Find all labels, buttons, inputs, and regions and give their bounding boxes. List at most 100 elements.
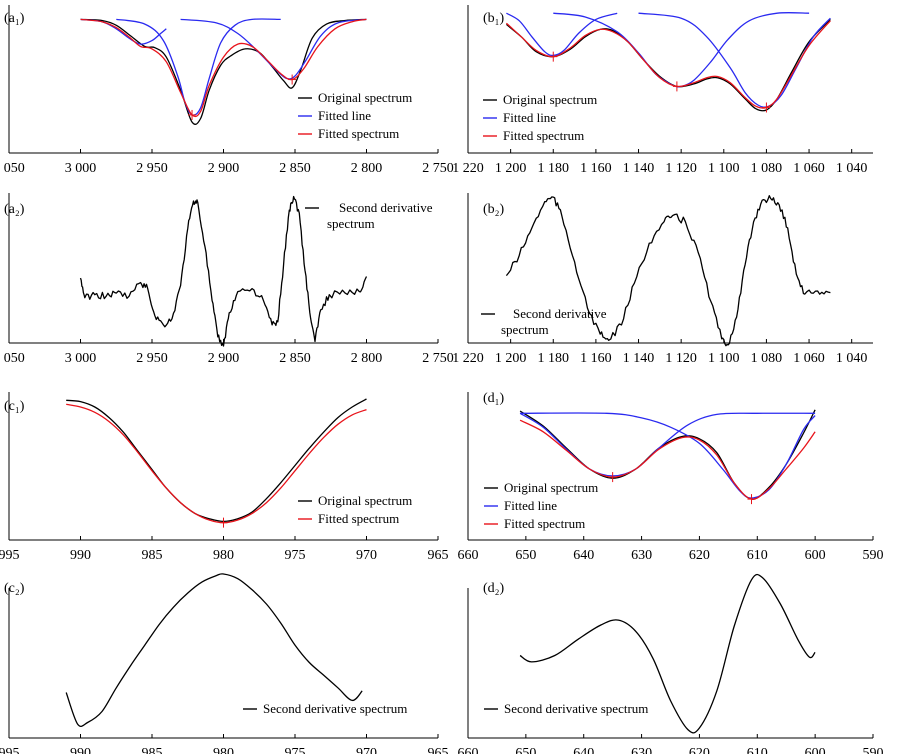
- panel-label: (c₁): [4, 399, 25, 414]
- x-tick-label: 965: [428, 746, 449, 754]
- x-tick-label: 1 180: [538, 351, 570, 366]
- x-tick-label: 2 850: [279, 161, 311, 176]
- x-tick-label: 2 800: [351, 351, 383, 366]
- x-tick-label: 990: [70, 746, 91, 754]
- x-tick-label: 2 750: [422, 161, 454, 176]
- series-line-blue: [180, 18, 367, 80]
- x-tick-label: 1 060: [793, 161, 825, 176]
- panel-b1: 1 220 1 200 1 180 1 160 1 140 1 120 1 100 1 080…: [452, 5, 873, 176]
- legend-label: Second derivative spectrum: [263, 701, 407, 716]
- panel-label: (a₁): [4, 11, 25, 26]
- x-tick-label: 590: [863, 548, 884, 563]
- legend-label: Second derivative: [513, 306, 607, 321]
- x-tick-label: 1 120: [665, 161, 697, 176]
- legend-label: Original spectrum: [318, 90, 412, 105]
- panel-label: (d₂): [483, 581, 505, 596]
- series-line-blue: [553, 12, 810, 88]
- panel-label: (b₂): [483, 202, 505, 217]
- x-tick-label: 1 140: [623, 351, 655, 366]
- legend-label: spectrum: [327, 216, 375, 231]
- series-line-black: [65, 573, 363, 727]
- x-tick-label: 660: [458, 548, 479, 563]
- x-tick-label: 1 080: [751, 161, 783, 176]
- x-tick-label: 3 050: [0, 161, 25, 176]
- legend-label: Fitted spectrum: [318, 126, 399, 141]
- legend-label: Fitted line: [318, 108, 371, 123]
- series-line-blue: [638, 12, 831, 108]
- x-tick-label: 1 100: [708, 351, 740, 366]
- x-tick-label: 1 040: [836, 351, 868, 366]
- x-tick-label: 600: [805, 746, 826, 754]
- x-tick-label: 3 050: [0, 351, 25, 366]
- x-tick-label: 610: [747, 548, 768, 563]
- panel-label: (c₂): [4, 581, 25, 596]
- panel-b2: 1 220 1 200 1 180 1 160 1 140 1 120 1 100 1 080…: [452, 193, 873, 366]
- x-tick-label: 995: [0, 548, 20, 563]
- x-tick-label: 630: [631, 548, 652, 563]
- x-tick-label: 1 160: [580, 351, 612, 366]
- series-line-black: [79, 195, 368, 347]
- x-tick-label: 2 750: [422, 351, 454, 366]
- x-tick-label: 965: [428, 548, 449, 563]
- legend-label: Original spectrum: [504, 480, 598, 495]
- x-tick-label: 1 060: [793, 351, 825, 366]
- series-line-red: [519, 419, 816, 500]
- series-line-black: [519, 573, 816, 734]
- x-tick-label: 620: [689, 746, 710, 754]
- x-tick-label: 1 120: [665, 351, 697, 366]
- panel-a1: 3 050 3 000 2 950 2 900 2 850 2 800 2 750 (a₁) O…: [0, 5, 454, 176]
- x-tick-label: 995: [0, 746, 20, 754]
- x-tick-label: 650: [515, 746, 536, 754]
- x-tick-label: 600: [805, 548, 826, 563]
- series-line-red: [80, 18, 367, 118]
- x-tick-label: 1 220: [452, 161, 484, 176]
- x-tick-label: 1 140: [623, 161, 655, 176]
- x-tick-label: 2 800: [351, 161, 383, 176]
- x-tick-label: 1 080: [751, 351, 783, 366]
- legend-label: Second derivative spectrum: [504, 701, 648, 716]
- x-tick-label: 1 040: [836, 161, 868, 176]
- panel-a2: 3 050 3 000 2 950 2 900 2 850 2 800 2 750 (a₂) S…: [0, 193, 454, 366]
- x-tick-label: 2 850: [279, 351, 311, 366]
- x-tick-label: 3 000: [65, 161, 97, 176]
- x-tick-label: 590: [863, 746, 884, 754]
- legend-label: spectrum: [501, 322, 549, 337]
- legend-label: Original spectrum: [503, 92, 597, 107]
- x-tick-label: 1 220: [452, 351, 484, 366]
- legend-label: Original spectrum: [318, 493, 412, 508]
- series-line-black: [66, 398, 367, 523]
- x-tick-label: 985: [142, 548, 163, 563]
- x-tick-label: 975: [285, 548, 306, 563]
- series-line-red: [66, 403, 367, 524]
- x-tick-label: 630: [631, 746, 652, 754]
- series-line-blue: [506, 12, 618, 57]
- x-tick-label: 610: [747, 746, 768, 754]
- x-tick-label: 1 200: [495, 161, 527, 176]
- legend-label: Fitted spectrum: [503, 128, 584, 143]
- legend-label: Fitted line: [504, 498, 557, 513]
- legend-label: Fitted spectrum: [504, 516, 585, 531]
- panel-c1: 995 990 985 980 975 970 965 (c₁) Original spectr…: [0, 392, 449, 563]
- x-tick-label: 640: [573, 746, 594, 754]
- x-tick-label: 2 950: [136, 161, 168, 176]
- x-tick-label: 980: [213, 548, 234, 563]
- x-tick-label: 975: [285, 746, 306, 754]
- x-tick-label: 2 950: [136, 351, 168, 366]
- x-tick-label: 980: [213, 746, 234, 754]
- x-tick-label: 985: [142, 746, 163, 754]
- panel-d2: 660 650 640 630 620 610 600 590 (d₂) Second deriv…: [458, 573, 884, 754]
- panel-label: (b₁): [483, 11, 505, 26]
- panel-d1: 660 650 640 630 620 610 600 590 (d₁) Original spe…: [458, 391, 884, 563]
- x-tick-label: 3 000: [65, 351, 97, 366]
- legend-label: Fitted spectrum: [318, 511, 399, 526]
- legend-label: Second derivative: [339, 200, 433, 215]
- panel-c2: 995 990 985 980 975 970 965 (c₂) Second derivati…: [0, 573, 449, 754]
- x-tick-label: 620: [689, 548, 710, 563]
- series-line-blue: [116, 18, 281, 116]
- x-tick-label: 1 200: [495, 351, 527, 366]
- series-line-blue: [520, 412, 816, 499]
- x-tick-label: 2 900: [208, 351, 240, 366]
- series-line-blue: [519, 412, 816, 477]
- x-tick-label: 650: [515, 548, 536, 563]
